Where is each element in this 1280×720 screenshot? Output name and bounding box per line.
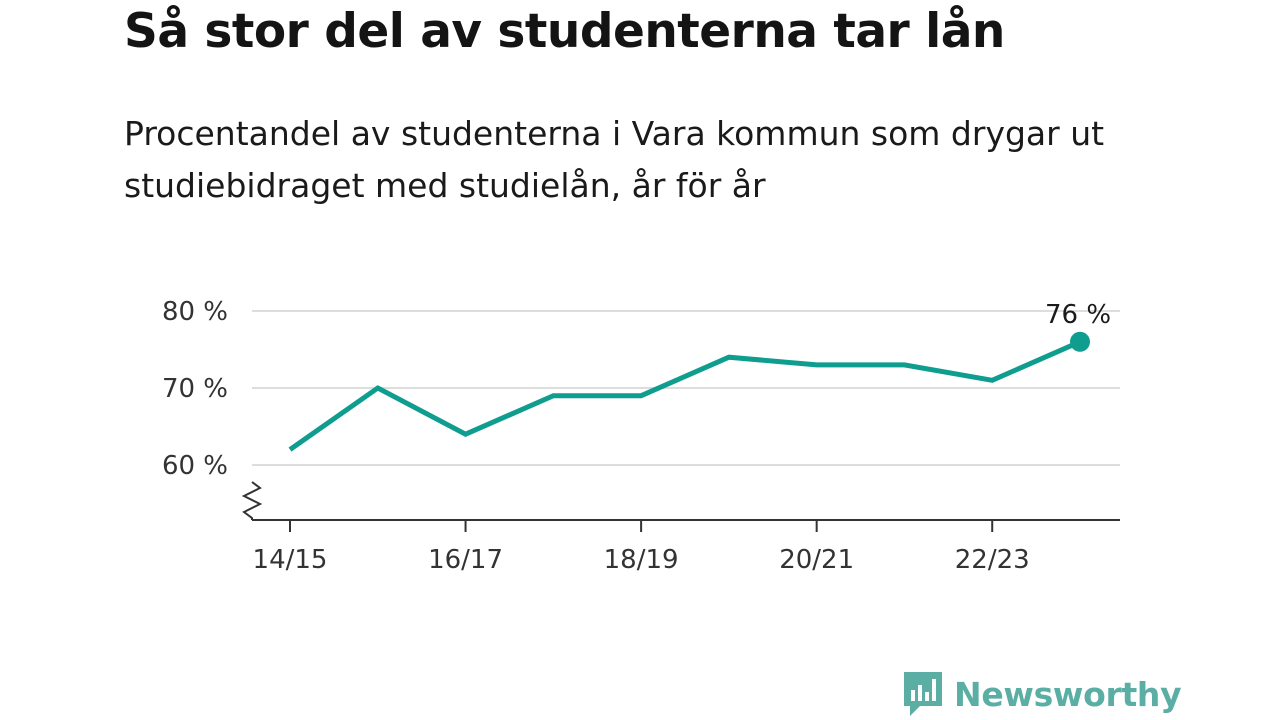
series-line	[288, 339, 1082, 452]
x-tick-label: 20/21	[779, 545, 854, 575]
chart-subtitle: Procentandel av studenterna i Vara kommu…	[124, 114, 1105, 205]
x-tick-label: 16/17	[428, 545, 503, 575]
brand-name: Newsworthy	[954, 674, 1182, 714]
x-axis	[241, 481, 1120, 532]
y-tick-label: 80 %	[162, 297, 228, 327]
axis-break-icon	[241, 481, 263, 520]
y-tick-label: 70 %	[162, 374, 228, 404]
labels-layer: 60 % 70 % 80 % 14/15 16/17 18/19 20/21 22/23 76 …	[162, 297, 1111, 575]
x-tick-label: 18/19	[604, 545, 679, 575]
grid-lines	[252, 310, 1120, 466]
last-value-label: 76 %	[1045, 300, 1111, 330]
newsworthy-logo: Newsworthy	[902, 670, 1182, 718]
x-tick-label: 14/15	[253, 545, 328, 575]
bar-chart-speech-bubble-icon	[904, 672, 942, 716]
last-data-point	[1070, 331, 1090, 352]
y-tick-label: 60 %	[162, 451, 228, 481]
x-tick-label: 22/23	[955, 545, 1030, 575]
series-layer	[288, 331, 1090, 452]
chart-title: Så stor del av studenterna tar lån	[124, 4, 1005, 59]
